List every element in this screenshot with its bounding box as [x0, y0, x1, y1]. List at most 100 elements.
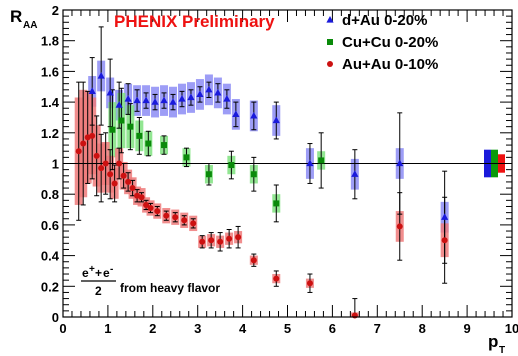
y-tick-label: 0	[52, 310, 59, 325]
cucu-point	[250, 171, 257, 178]
cucu-point	[118, 117, 125, 124]
x-tick-label: 10	[505, 321, 518, 336]
annotation-text: from heavy flavor	[120, 281, 220, 295]
cucu-point	[127, 123, 134, 130]
dau-point	[88, 87, 96, 94]
auau-point	[273, 275, 280, 282]
auau-point	[89, 132, 96, 139]
cucu-point	[136, 132, 143, 139]
dau-point	[214, 88, 222, 96]
y-axis-title-sub: AA	[23, 20, 37, 31]
auau-point	[120, 172, 127, 179]
x-tick-label: 5	[284, 321, 291, 336]
auau-point	[208, 237, 215, 244]
dau-point	[187, 93, 195, 101]
x-tick-label: 1	[104, 321, 111, 336]
legend-marker	[327, 61, 333, 67]
legend-label: Au+Au 0-10%	[342, 56, 438, 73]
auau-point	[163, 212, 170, 219]
auau-point	[98, 165, 105, 172]
auau-point	[181, 217, 188, 224]
dau-point	[160, 96, 168, 104]
y-tick-label: 0.8	[41, 187, 59, 202]
annotation-formula: e + + e - 2 from heavy flavor	[81, 264, 220, 298]
legend-marker	[326, 16, 334, 23]
auau-point	[199, 238, 206, 245]
annotation-sup-minus: -	[110, 264, 113, 275]
cucu-point	[145, 140, 152, 147]
annotation-e-minus: e	[103, 266, 110, 280]
auau-point	[217, 238, 224, 245]
y-tick-label: 1.6	[41, 64, 59, 79]
dau-point	[178, 95, 186, 102]
annotation-e-plus: e	[82, 266, 89, 280]
auau-point	[306, 280, 313, 287]
cucu-point	[183, 154, 190, 161]
x-tick-label: 9	[463, 321, 470, 336]
legend-label: d+Au 0-20%	[342, 12, 427, 29]
dau-point	[272, 116, 280, 124]
y-tick-label: 1.8	[41, 34, 59, 49]
x-axis-title-sub: T	[499, 345, 505, 356]
cucu-point	[161, 142, 168, 149]
x-tick-label: 2	[149, 321, 156, 336]
dau-point	[124, 95, 132, 102]
y-tick-label: 1.4	[41, 95, 60, 110]
dau-point	[133, 96, 141, 104]
x-tick-label: 4	[239, 321, 247, 336]
auau-point	[143, 201, 150, 208]
auau-point	[250, 257, 257, 264]
x-tick-label: 0	[59, 321, 66, 336]
auau-point	[129, 185, 136, 192]
y-tick-label: 0.6	[41, 218, 59, 233]
y-tick-label: 2	[52, 3, 59, 18]
dau-point	[223, 95, 231, 102]
dau-point	[106, 88, 114, 96]
x-tick-label: 3	[194, 321, 201, 336]
cucu-point	[109, 126, 116, 133]
legend: d+Au 0-20% Cu+Cu 0-20% Au+Au 0-10%	[326, 12, 438, 73]
auau-point	[396, 223, 403, 230]
dau-point	[441, 213, 449, 220]
data-markers	[75, 72, 449, 319]
annotation-sup-plus: +	[89, 264, 95, 275]
dau-point	[151, 98, 159, 105]
auau-point	[102, 160, 109, 167]
auau-point	[147, 205, 154, 212]
auau-point	[125, 178, 132, 185]
legend-label: Cu+Cu 0-20%	[342, 34, 438, 51]
cucu-point	[273, 200, 280, 207]
dau-point	[351, 170, 359, 177]
cucu-point	[318, 157, 325, 164]
y-axis-title: R	[10, 7, 22, 26]
x-tick-label: 7	[374, 321, 381, 336]
dau-point	[115, 101, 123, 108]
auau-point	[138, 194, 145, 201]
dau-point	[142, 96, 150, 104]
legend-marker	[327, 39, 333, 45]
auau-point	[172, 214, 179, 221]
auau-point	[190, 220, 197, 227]
y-tick-label: 1	[52, 157, 59, 172]
auau-point	[235, 234, 242, 241]
auau-point	[154, 208, 161, 215]
auau-point	[116, 160, 123, 167]
axis-ticks	[62, 9, 513, 318]
x-axis-title: p	[488, 332, 498, 351]
auau-point	[441, 237, 448, 244]
annotation-denominator: 2	[95, 284, 102, 298]
auau-point	[93, 152, 100, 159]
dau-point	[196, 90, 204, 98]
dau-point	[97, 72, 105, 79]
auau-point	[111, 180, 118, 187]
dau-point	[169, 98, 177, 105]
y-tick-label: 1.2	[41, 126, 59, 141]
dau-point	[396, 159, 404, 167]
chart-title: PHENIX Preliminary	[114, 12, 275, 31]
y-tick-label: 0.4	[41, 249, 60, 264]
annotation-plus: +	[95, 266, 102, 280]
auau-point	[226, 235, 233, 242]
y-tick-label: 0.2	[41, 279, 59, 294]
cucu-point	[228, 162, 235, 169]
